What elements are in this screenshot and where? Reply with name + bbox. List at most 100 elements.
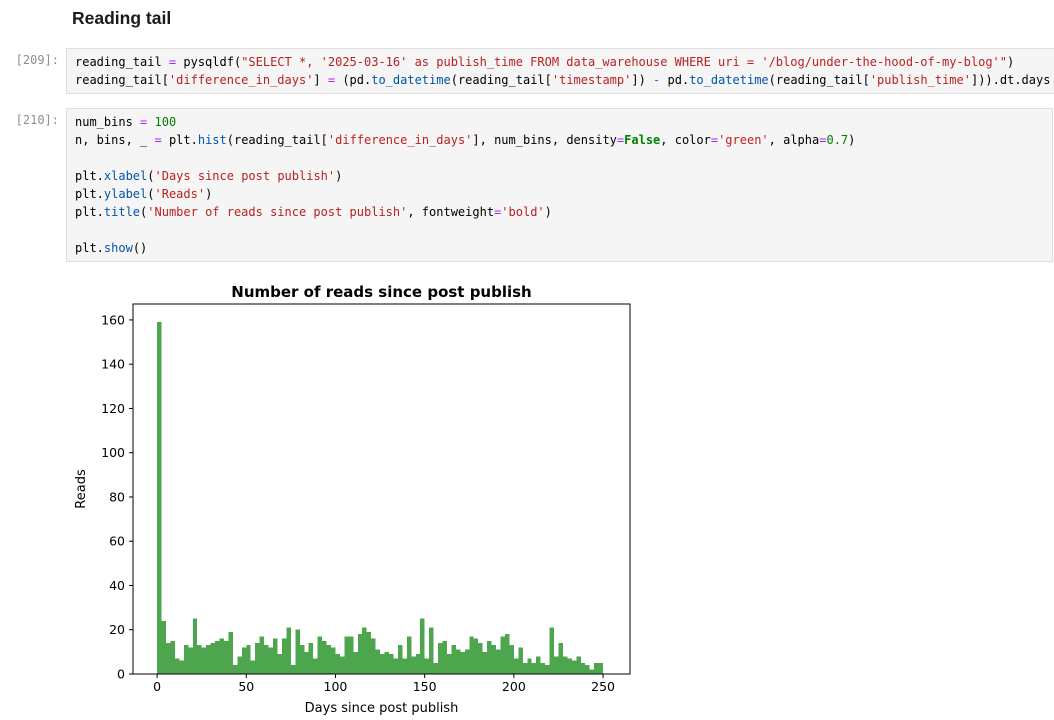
code-line: num_bins = 100 [75,115,177,129]
histogram-bar [371,638,376,674]
histogram-bar [420,618,425,674]
histogram-bar [255,643,260,674]
y-tick-label: 40 [109,578,125,593]
histogram-bar [562,656,568,674]
code-editor[interactable]: num_bins = 100 n, bins, _ = plt.hist(read… [66,108,1053,262]
histogram-bar [424,658,430,674]
x-tick-label: 250 [591,679,615,694]
histogram-bar [317,636,323,674]
histogram-bar [388,654,394,674]
histogram-bar [210,643,216,674]
histogram-bar [380,654,385,674]
histogram-bar [451,645,456,674]
y-tick-label: 120 [101,401,125,416]
histogram-bar [197,645,202,674]
code-line: reading_tail['difference_in_days'] = (pd… [75,73,1051,87]
histogram-bar [473,638,479,674]
histogram-bar [362,627,367,674]
histogram-bar [174,658,180,674]
histogram-bar [411,656,416,674]
histogram-bar [219,638,224,674]
histogram-bar [264,645,269,674]
y-tick-label: 20 [109,622,125,637]
histogram-bar [250,660,256,674]
x-tick-label: 150 [413,679,437,694]
histogram-bar [322,640,327,674]
code-line [75,149,1044,167]
x-tick-label: 50 [238,679,254,694]
histogram-bar [589,669,595,674]
histogram-bar [192,618,198,674]
notebook-heading: Reading tail [72,8,172,28]
code-line: plt.show() [75,241,148,255]
histogram-bar [335,654,340,674]
histogram-bar [433,662,439,674]
histogram-bar [536,656,541,674]
histogram-bar [295,629,300,674]
histogram-bar [438,643,443,674]
histogram-bar [527,658,532,674]
histogram-bar [331,647,336,674]
histogram-bar [513,658,519,674]
histogram-bar [397,645,403,674]
histogram-bar [518,647,523,674]
histogram-bar [237,656,242,674]
histogram-bar [170,640,175,674]
histogram-bar [504,634,510,674]
histogram-bar [522,662,528,674]
y-axis-label: Reads [74,469,89,509]
histogram-bar [268,647,274,674]
histogram-bar [442,640,447,674]
histogram-bar [531,662,537,674]
histogram-bar [406,636,412,674]
cell-prompt: [209]: [15,53,59,67]
histogram-bar [277,654,282,674]
histogram-bar [201,647,207,674]
histogram-bar [348,636,354,674]
output-figure: 0 50 100 150 200 250 0 20 40 60 80 100 120 140 160 Numb… [70,276,640,720]
histogram-bar [576,656,581,674]
histogram-bar [446,654,452,674]
histogram-bar [496,649,501,674]
histogram-bar [281,638,287,674]
histogram-bar [228,631,233,674]
histogram-bar [549,627,555,674]
y-tick-label: 0 [117,667,125,682]
histogram-bar [339,656,345,674]
histogram-bar [357,634,363,674]
histogram-bar [344,636,349,674]
histogram-bar [366,631,372,674]
histogram-bar [304,651,309,674]
histogram-bar [223,640,229,674]
histogram-bar [353,651,358,674]
histogram-bar [598,662,604,674]
code-line: plt.xlabel('Days since post publish') [75,169,343,183]
histogram-bar [491,645,497,674]
code-cell-210: [210]: num_bins = 100 n, bins, _ = plt.hi… [0,108,1053,262]
histogram-bar [487,640,492,674]
histogram-bar [290,665,296,674]
histogram-bar [545,665,550,674]
histogram-bar [509,645,514,674]
code-line: n, bins, _ = plt.hist(reading_tail['diff… [75,133,856,147]
histogram-bar [299,645,305,674]
histogram-bar [241,647,247,674]
histogram-bar [594,662,599,674]
code-line [75,221,1044,239]
histogram-bar [384,651,389,674]
histogram-bar [259,636,265,674]
histogram-bar [464,649,470,674]
histogram-bar [554,656,559,674]
y-tick-label: 160 [101,312,125,327]
code-line: plt.ylabel('Reads') [75,187,213,201]
histogram-bar [580,662,586,674]
histogram-bar [571,660,577,674]
y-tick-label: 80 [109,489,125,504]
histogram-bar [500,636,505,674]
histogram-bar [215,640,220,674]
x-tick-label: 100 [324,679,348,694]
histogram-bar [393,658,398,674]
code-editor[interactable]: reading_tail = pysqldf("SELECT *, '2025-… [66,48,1054,94]
y-tick-label: 140 [101,357,125,372]
